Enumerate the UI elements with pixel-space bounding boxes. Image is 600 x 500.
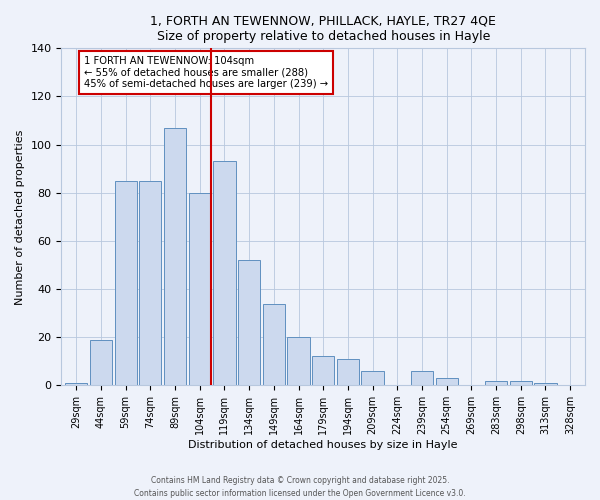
Bar xyxy=(139,180,161,386)
Bar xyxy=(65,383,88,386)
Bar xyxy=(485,380,507,386)
Bar xyxy=(312,356,334,386)
Bar xyxy=(164,128,186,386)
Bar xyxy=(188,193,211,386)
Title: 1, FORTH AN TEWENNOW, PHILLACK, HAYLE, TR27 4QE
Size of property relative to det: 1, FORTH AN TEWENNOW, PHILLACK, HAYLE, T… xyxy=(150,15,496,43)
Bar xyxy=(213,162,236,386)
X-axis label: Distribution of detached houses by size in Hayle: Distribution of detached houses by size … xyxy=(188,440,458,450)
Bar xyxy=(411,371,433,386)
Bar xyxy=(337,359,359,386)
Text: Contains HM Land Registry data © Crown copyright and database right 2025.
Contai: Contains HM Land Registry data © Crown c… xyxy=(134,476,466,498)
Bar xyxy=(115,180,137,386)
Bar xyxy=(361,371,384,386)
Text: 1 FORTH AN TEWENNOW: 104sqm
← 55% of detached houses are smaller (288)
45% of se: 1 FORTH AN TEWENNOW: 104sqm ← 55% of det… xyxy=(83,56,328,89)
Bar xyxy=(263,304,285,386)
Bar xyxy=(436,378,458,386)
Bar xyxy=(509,380,532,386)
Bar xyxy=(238,260,260,386)
Bar xyxy=(287,337,310,386)
Bar xyxy=(90,340,112,386)
Bar xyxy=(535,383,557,386)
Y-axis label: Number of detached properties: Number of detached properties xyxy=(15,129,25,304)
